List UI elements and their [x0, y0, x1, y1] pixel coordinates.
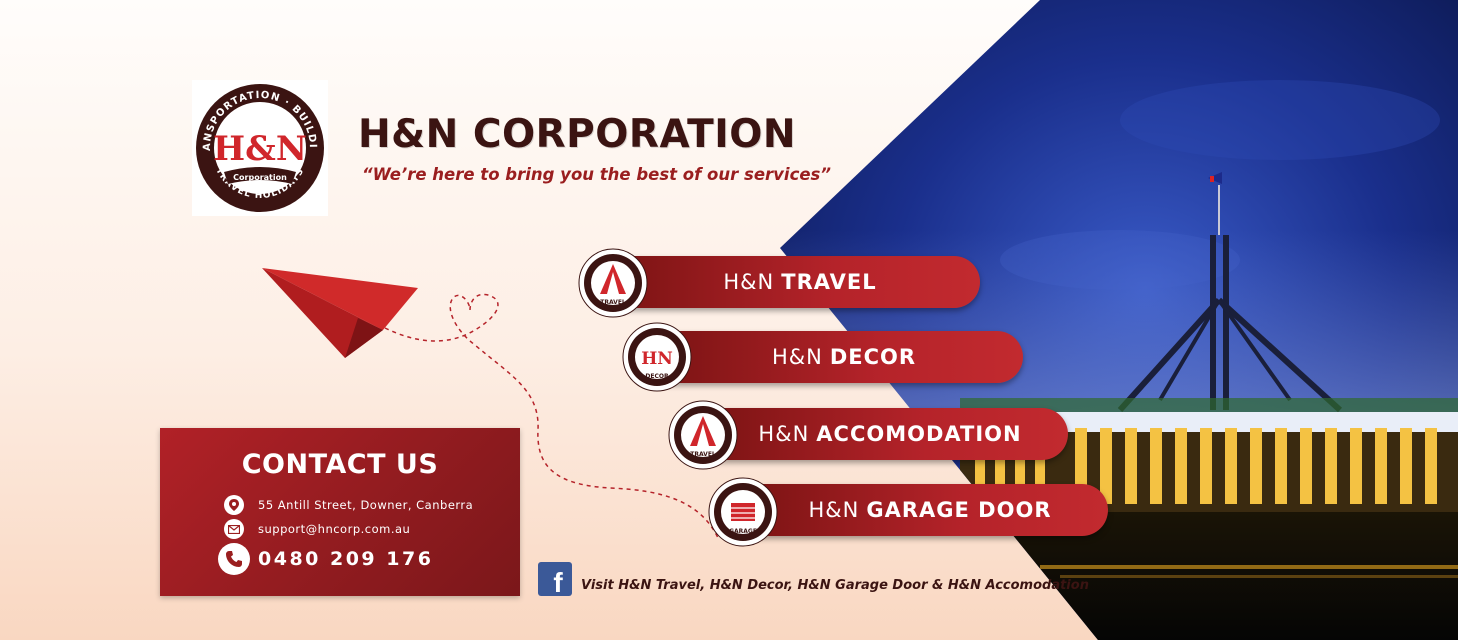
service-accomodation-button[interactable]: H&N ACCOMODATION	[712, 408, 1068, 460]
svg-text:HN: HN	[641, 349, 673, 369]
service-prefix: H&N	[771, 345, 823, 369]
contact-panel: CONTACT US 55 Antill Street, Downer, Can…	[160, 428, 520, 596]
service-name: ACCOMODATION	[816, 422, 1022, 446]
service-decor-button[interactable]: H&N DECOR	[665, 331, 1023, 383]
service-name: DECOR	[829, 345, 917, 369]
facebook-visit-text[interactable]: Visit H&N Travel, H&N Decor, H&N Garage …	[581, 578, 1089, 593]
visit-label: Visit	[581, 578, 614, 593]
service-garage-door-button[interactable]: H&N GARAGE DOOR	[752, 484, 1108, 536]
hn-accomodation-logo: TRAVEL	[668, 400, 738, 470]
location-pin-icon	[224, 495, 244, 515]
service-prefix: H&N	[723, 270, 775, 294]
visit-last-page: H&N Accomodation	[947, 578, 1089, 593]
mail-icon	[224, 519, 244, 539]
svg-text:TRAVEL: TRAVEL	[690, 451, 716, 458]
company-name: H&N CORPORATION	[358, 112, 797, 157]
facebook-icon[interactable]: f	[538, 562, 572, 596]
hn-garage-door-logo: GARAGE	[708, 477, 778, 547]
service-name: GARAGE DOOR	[866, 498, 1052, 522]
svg-text:H&N: H&N	[213, 129, 307, 169]
hn-decor-logo: HN DECOR	[622, 322, 692, 392]
phone-number[interactable]: 0480 209 176	[258, 548, 434, 570]
paper-plane-illustration	[262, 268, 418, 358]
email-link[interactable]: support@hncorp.com.au	[258, 522, 411, 536]
svg-text:Corporation: Corporation	[233, 173, 287, 182]
service-name: TRAVEL	[781, 270, 877, 294]
svg-text:GARAGE: GARAGE	[729, 528, 757, 535]
tagline: “We’re here to bring you the best of our…	[362, 165, 831, 184]
dashed-flight-path	[384, 293, 719, 539]
hn-corporation-logo: TRANSPORTATION · BUILDING TRAVEL HOLIDAY…	[192, 80, 328, 216]
service-travel-button[interactable]: H&N TRAVEL	[620, 256, 980, 308]
svg-text:DECOR: DECOR	[645, 373, 669, 380]
svg-text:TRAVEL: TRAVEL	[600, 299, 626, 306]
visit-ampersand: &	[932, 578, 944, 593]
hn-travel-logo: TRAVEL	[578, 248, 648, 318]
phone-icon	[218, 543, 250, 575]
visit-pages: H&N Travel, H&N Decor, H&N Garage Door	[618, 578, 928, 593]
contact-title: CONTACT US	[241, 449, 439, 480]
contact-address-row: 55 Antill Street, Downer, Canberra	[224, 495, 473, 515]
address-text: 55 Antill Street, Downer, Canberra	[258, 498, 474, 512]
service-prefix: H&N	[758, 422, 810, 446]
service-prefix: H&N	[808, 498, 860, 522]
contact-phone-row[interactable]: 0480 209 176	[218, 543, 434, 575]
contact-email-row[interactable]: support@hncorp.com.au	[224, 519, 410, 539]
